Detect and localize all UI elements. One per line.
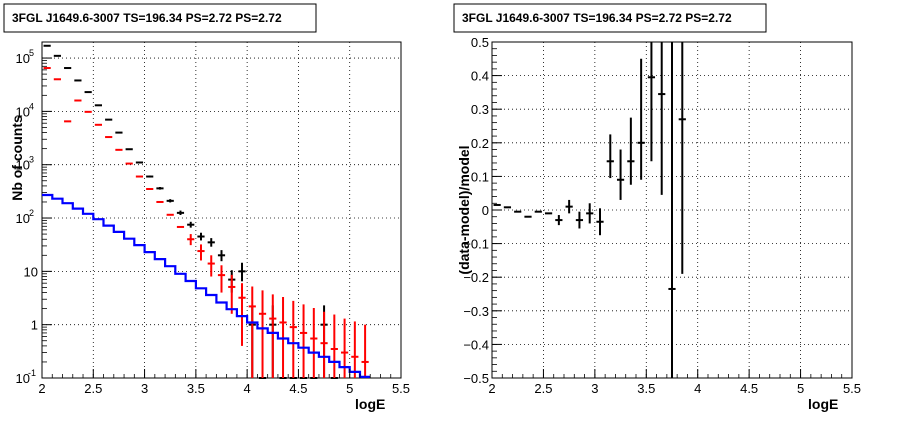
left-plot-frame bbox=[41, 41, 402, 379]
data-point bbox=[207, 238, 215, 247]
x-tick-label: 2 bbox=[38, 381, 45, 396]
y-tick-label: 10 bbox=[16, 211, 30, 226]
left-grid bbox=[42, 42, 401, 378]
residual-point bbox=[616, 149, 625, 200]
data-point bbox=[135, 161, 144, 164]
model-point bbox=[187, 234, 195, 246]
residual-point bbox=[637, 58, 645, 180]
left-chart-panel: 3FGL J1649.6-3007 TS=196.34 PS=2.72 PS=2… bbox=[3, 3, 411, 412]
y-tick-label: 0.2 bbox=[471, 136, 489, 151]
y-tick-exponent: 4 bbox=[29, 101, 34, 111]
model-point bbox=[197, 244, 205, 261]
model-point bbox=[330, 314, 338, 378]
residual-point bbox=[565, 199, 573, 214]
residual-point bbox=[606, 134, 614, 179]
data-point bbox=[125, 148, 133, 151]
data-point bbox=[217, 250, 226, 262]
right-series-layer bbox=[493, 42, 686, 378]
right-x-axis-label: logE bbox=[808, 396, 838, 412]
x-tick-label: 3 bbox=[141, 381, 148, 396]
left-title-box bbox=[3, 3, 317, 33]
y-tick-label: 10 bbox=[16, 51, 30, 66]
residual-point bbox=[627, 117, 635, 185]
x-tick-label: 5 bbox=[346, 381, 353, 396]
y-tick-label: −0.4 bbox=[463, 337, 489, 352]
model-point bbox=[248, 286, 256, 378]
data-point bbox=[238, 262, 246, 282]
residual-point bbox=[668, 42, 676, 378]
data-point bbox=[166, 199, 174, 203]
y-tick-exponent: 3 bbox=[29, 155, 34, 165]
y-tick-label: 0.1 bbox=[471, 169, 489, 184]
model-point bbox=[258, 290, 267, 378]
x-tick-label: 2.5 bbox=[534, 381, 552, 396]
y-tick-exponent: -1 bbox=[28, 368, 36, 378]
model-point bbox=[238, 283, 246, 346]
x-tick-label: 4.5 bbox=[289, 381, 307, 396]
y-tick-label: 1 bbox=[31, 318, 38, 333]
y-tick-label: −0.1 bbox=[463, 237, 489, 252]
y-tick-label: 10 bbox=[24, 264, 38, 279]
right-ticks: 2 2.5 3 3.5 4 4.5 5 5.5 −0.5 −0.4 −0.3 −0.2 −0.1 0 0.1… bbox=[463, 35, 861, 396]
model-point bbox=[361, 324, 369, 378]
model-point bbox=[351, 321, 359, 378]
model-point bbox=[207, 255, 215, 277]
y-tick-label: 10 bbox=[16, 104, 30, 119]
x-tick-label: 2 bbox=[488, 381, 495, 396]
model-point bbox=[269, 294, 277, 378]
left-y-axis-label: Nb of counts bbox=[9, 115, 25, 201]
residual-point bbox=[596, 208, 604, 236]
model-point bbox=[310, 308, 318, 378]
data-point bbox=[176, 210, 185, 215]
y-tick-exponent: 2 bbox=[29, 208, 34, 218]
x-tick-label: 5.5 bbox=[843, 381, 861, 396]
x-tick-label: 5 bbox=[797, 381, 804, 396]
residual-point bbox=[647, 42, 656, 162]
model-point bbox=[340, 318, 349, 378]
right-title-box bbox=[453, 3, 767, 33]
data-point bbox=[146, 175, 154, 178]
model-point bbox=[320, 311, 328, 378]
x-tick-label: 3 bbox=[591, 381, 598, 396]
x-tick-label: 4.5 bbox=[740, 381, 758, 396]
x-tick-label: 3.5 bbox=[637, 381, 655, 396]
y-tick-label: 10 bbox=[16, 158, 30, 173]
model-step-line bbox=[42, 193, 371, 378]
y-tick-label: −0.3 bbox=[463, 304, 489, 319]
x-tick-label: 2.5 bbox=[84, 381, 102, 396]
y-tick-label: 0.4 bbox=[471, 69, 489, 84]
y-tick-exponent: 5 bbox=[29, 48, 34, 58]
y-tick-label: −0.5 bbox=[463, 371, 489, 386]
residual-point bbox=[658, 42, 666, 195]
residual-point bbox=[575, 211, 584, 229]
y-tick-label: 0.5 bbox=[471, 35, 489, 50]
data-point bbox=[197, 232, 205, 241]
y-tick-label: −0.2 bbox=[463, 270, 489, 285]
x-tick-label: 4 bbox=[244, 381, 251, 396]
model-point bbox=[299, 304, 308, 378]
data-point bbox=[187, 221, 195, 228]
left-x-axis-label: logE bbox=[355, 396, 385, 412]
residual-point bbox=[555, 215, 563, 226]
right-chart-title: 3FGL J1649.6-3007 TS=196.34 PS=2.72 PS=2… bbox=[462, 11, 732, 25]
left-chart-title: 3FGL J1649.6-3007 TS=196.34 PS=2.72 PS=2… bbox=[12, 11, 282, 25]
model-point bbox=[289, 300, 297, 378]
residual-point bbox=[678, 42, 686, 274]
model-point bbox=[228, 274, 236, 314]
y-tick-label: 0.3 bbox=[471, 102, 489, 117]
data-point bbox=[156, 186, 164, 190]
right-y-axis-label: (data-model)/model bbox=[456, 145, 472, 274]
y-tick-label: 10 bbox=[16, 371, 30, 386]
x-tick-label: 3.5 bbox=[187, 381, 205, 396]
left-series-layer bbox=[42, 44, 371, 379]
x-tick-label: 5.5 bbox=[392, 381, 410, 396]
model-point bbox=[217, 265, 226, 293]
y-tick-label: 0 bbox=[482, 203, 489, 218]
x-tick-label: 4 bbox=[694, 381, 701, 396]
residual-point bbox=[586, 203, 594, 224]
right-chart-panel: 3FGL J1649.6-3007 TS=196.34 PS=2.72 PS=2… bbox=[453, 3, 861, 412]
